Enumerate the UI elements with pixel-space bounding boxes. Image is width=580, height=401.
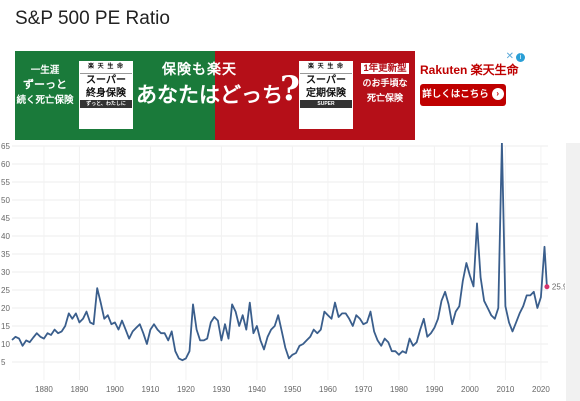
- adchoices-icon[interactable]: i: [516, 53, 525, 62]
- ad-close-icon[interactable]: ✕: [505, 51, 514, 62]
- x-tick-label: 2020: [532, 385, 550, 394]
- y-tick-label: 45: [1, 214, 10, 223]
- pe-ratio-series-line: [11, 143, 548, 362]
- y-tick-label: 20: [1, 304, 10, 313]
- x-tick-label: 1890: [71, 385, 89, 394]
- x-tick-label: 1950: [284, 385, 302, 394]
- ad-green-panel[interactable]: 一生涯 ずーっと 続く死亡保険 楽 天 生 命 スーパー 終身保険 ずっと、わた…: [15, 51, 215, 140]
- card-line2: 定期保険: [306, 88, 346, 99]
- chart-grid: [12, 145, 548, 380]
- ad-right-copy-line: 1年更新型: [361, 63, 409, 74]
- ad-right-copy-line: 死亡保険: [366, 93, 403, 103]
- y-axis-ticks: 5 10 15 20 25 30 35 40 45 50 55 60 65: [1, 143, 10, 367]
- y-tick-label: 30: [1, 268, 10, 277]
- x-tick-label: 1980: [390, 385, 408, 394]
- y-tick-label: 10: [1, 340, 10, 349]
- x-axis-ticks: 1880 1890 1900 1910 1920 1930 1940 1950 1960 1970…: [35, 385, 550, 394]
- ad-headline-bottom: あなたはどっち: [136, 82, 283, 107]
- y-tick-label: 40: [1, 232, 10, 241]
- card-line1: スーパー: [306, 75, 346, 86]
- y-tick-label: 25: [1, 286, 10, 295]
- y-tick-label: 35: [1, 250, 10, 259]
- ad-headline-top: 保険も楽天: [162, 61, 237, 77]
- y-tick-label: 50: [1, 196, 10, 205]
- card-foot: ずっと、わたしに: [80, 100, 132, 108]
- card-brand: 楽 天 生 命: [80, 62, 132, 74]
- x-tick-label: 1940: [248, 385, 266, 394]
- x-tick-label: 1910: [142, 385, 160, 394]
- ad-left-slogan-line: ずーっと: [23, 79, 67, 91]
- card-brand: 楽 天 生 命: [300, 62, 352, 74]
- card-foot: SUPER: [300, 100, 352, 108]
- pe-ratio-chart[interactable]: 5 10 15 20 25 30 35 40 45 50 55 60 65 1880 1890 1900 19…: [0, 143, 565, 401]
- ad-product-card-term: 楽 天 生 命 スーパー 定期保険 SUPER: [299, 61, 353, 129]
- x-tick-label: 1990: [426, 385, 444, 394]
- last-value-point[interactable]: [544, 284, 550, 290]
- chevron-right-icon: ›: [491, 88, 504, 101]
- x-tick-label: 1960: [319, 385, 337, 394]
- y-tick-label: 5: [1, 358, 6, 367]
- ad-banner[interactable]: 一生涯 ずーっと 続く死亡保険 楽 天 生 命 スーパー 終身保険 ずっと、わた…: [15, 51, 528, 140]
- ad-red-panel[interactable]: 楽 天 生 命 スーパー 定期保険 SUPER 1年更新型 のお手頃な 死亡保険: [215, 51, 415, 140]
- y-tick-label: 65: [1, 143, 10, 151]
- x-tick-label: 1900: [106, 385, 124, 394]
- last-value-label: 25.91: [552, 283, 565, 292]
- page-scrollbar[interactable]: [566, 143, 580, 401]
- x-tick-label: 1930: [213, 385, 231, 394]
- x-tick-label: 2010: [497, 385, 515, 394]
- ad-right-copy-line: のお手頃な: [362, 78, 408, 88]
- ad-left-slogan: 一生涯 ずーっと 続く死亡保険: [15, 63, 75, 108]
- x-tick-label: 2000: [461, 385, 479, 394]
- ad-left-slogan-line: 一生涯: [30, 65, 60, 76]
- x-tick-label: 1880: [35, 385, 53, 394]
- rakuten-logo: Rakuten 楽天生命: [420, 63, 519, 77]
- x-tick-label: 1970: [355, 385, 373, 394]
- ad-right-copy: 1年更新型 のお手頃な 死亡保険: [355, 61, 415, 106]
- ad-product-card-whole-life: 楽 天 生 命 スーパー 終身保険 ずっと、わたしに: [79, 61, 133, 129]
- card-line1: スーパー: [86, 75, 126, 86]
- page-title: S&P 500 PE Ratio: [15, 8, 170, 29]
- ad-cta-button[interactable]: 詳しくはこちら ›: [420, 84, 506, 106]
- pe-ratio-chart-svg[interactable]: 5 10 15 20 25 30 35 40 45 50 55 60 65 1880 1890 1900 19…: [0, 143, 565, 401]
- y-tick-label: 60: [1, 160, 10, 169]
- y-tick-label: 15: [1, 322, 10, 331]
- y-tick-label: 55: [1, 178, 10, 187]
- ad-question-mark: ?: [280, 69, 300, 109]
- ad-left-slogan-line: 続く死亡保険: [16, 95, 74, 106]
- x-tick-label: 1920: [177, 385, 195, 394]
- ad-cta-label: 詳しくはこちら: [422, 89, 489, 100]
- card-line2: 終身保険: [86, 88, 126, 99]
